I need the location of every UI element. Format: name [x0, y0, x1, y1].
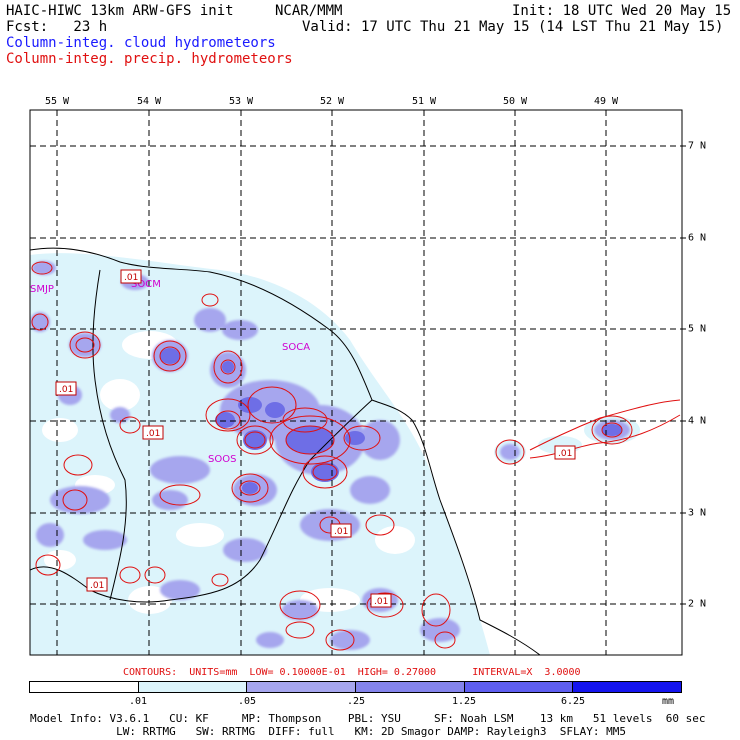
contour-label: .01: [554, 445, 576, 460]
contour-info: CONTOURS: UNITS=mm LOW= 0.10000E-01 HIGH…: [123, 667, 581, 678]
precip-legend-label: Column-integ. precip. hydrometeors: [6, 51, 293, 67]
colorbar-tick: 6.25: [560, 696, 586, 707]
colorbar-bin: [463, 682, 573, 692]
station-label-smjp: SMJP: [30, 284, 54, 295]
svg-text:.01: .01: [146, 429, 160, 439]
colorbar-tick: .01: [128, 696, 148, 707]
colorbar-bin: [572, 682, 682, 692]
colorbar-bin: [30, 682, 138, 692]
cloud-shading-dark: [160, 348, 622, 494]
lon-label: 53 W: [228, 96, 254, 107]
station-label-soca: SOCA: [282, 342, 310, 353]
lat-label: 6 N: [688, 232, 707, 244]
init-time: Init: 18 UTC Wed 20 May 15: [512, 3, 732, 19]
contour-value-labels: .01 .01 .01 .01 .01 .01 .01: [55, 269, 576, 608]
contour-label: .01: [86, 577, 108, 592]
svg-text:.01: .01: [90, 581, 104, 591]
lat-ticks: [682, 145, 686, 605]
svg-text:.01: .01: [558, 449, 572, 459]
model-info-line1: Model Info: V3.6.1 CU: KF MP: Thompson P…: [30, 712, 706, 725]
valid-time: Valid: 17 UTC Thu 21 May 15 (14 LST Thu …: [302, 19, 724, 35]
contour-label: .01: [55, 381, 77, 396]
lat-label: 4 N: [688, 415, 707, 427]
lat-label: 7 N: [688, 140, 707, 152]
lon-label: 51 W: [411, 96, 437, 107]
forecast-hour: Fcst: 23 h: [6, 19, 108, 35]
lat-label: 3 N: [688, 507, 707, 519]
svg-text:.01: .01: [334, 527, 348, 537]
cloud-legend-label: Column-integ. cloud hydrometeors: [6, 35, 276, 51]
colorbar-tick: 1.25: [451, 696, 477, 707]
model-title: HAIC-HIWC 13km ARW-GFS init: [6, 3, 234, 19]
lat-label: 5 N: [688, 323, 707, 335]
organization-label: NCAR/MMM: [275, 3, 343, 19]
colorbar: [29, 681, 682, 693]
colorbar-tick: .05: [237, 696, 257, 707]
lon-label: 54 W: [136, 96, 162, 107]
colorbar-bin: [355, 682, 464, 692]
colorbar-units: mm: [662, 696, 675, 707]
lon-label: 55 W: [44, 96, 70, 107]
colorbar-tick: .25: [346, 696, 366, 707]
svg-text:.01: .01: [59, 385, 73, 395]
contour-label: .01: [330, 523, 352, 538]
coastline: [30, 247, 541, 655]
contour-label: .01: [120, 269, 142, 284]
contour-label: .01: [142, 425, 164, 440]
lon-label: 49 W: [593, 96, 619, 107]
colorbar-bin: [246, 682, 356, 692]
lat-lon-grid: [30, 110, 682, 655]
lat-label: 2 N: [688, 598, 707, 610]
station-label-soos: SOOS: [208, 454, 236, 465]
colorbar-bin: [137, 682, 247, 692]
map-frame: [29, 109, 683, 656]
model-info-line2: LW: RRTMG SW: RRTMG DIFF: full KM: 2D Sm…: [30, 725, 627, 738]
lon-label: 52 W: [319, 96, 345, 107]
station-label-socm: SOCM: [131, 279, 161, 290]
lon-label: 50 W: [502, 96, 528, 107]
contour-label: .01: [370, 593, 392, 608]
svg-text:.01: .01: [124, 273, 138, 283]
svg-text:.01: .01: [374, 597, 388, 607]
